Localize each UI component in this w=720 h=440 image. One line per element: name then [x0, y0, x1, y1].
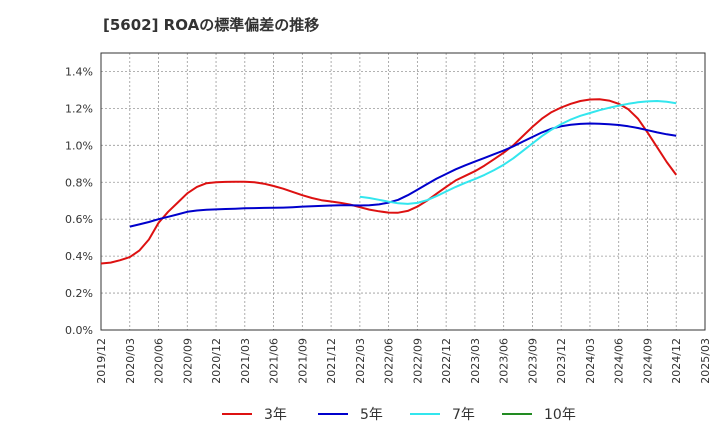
plot-frame: [100, 52, 706, 331]
x-tick-label: 2023/12: [555, 338, 568, 384]
series-line-0: [100, 98, 678, 265]
x-tick-label: 2023/09: [526, 338, 539, 384]
series-line-2: [359, 100, 677, 205]
x-tick-label: 2021/09: [296, 338, 309, 384]
y-tick-label: 1.0%: [65, 139, 93, 152]
legend-label: 5年: [360, 407, 383, 423]
legend-layer: 3年 5年 7年 10年: [222, 407, 576, 423]
x-tick-label: 2020/03: [124, 338, 137, 384]
x-tick-label: 2022/09: [411, 338, 424, 384]
x-tick-label: 2020/12: [210, 338, 223, 384]
y-tick-label: 0.0%: [65, 324, 93, 337]
y-tick-label: 0.6%: [65, 213, 93, 226]
x-tick-label: 2020/06: [153, 338, 166, 384]
x-tick-label: 2022/06: [383, 338, 396, 384]
x-tick-label: 2022/12: [440, 338, 453, 384]
y-tick-label: 1.2%: [65, 102, 93, 115]
grid-layer: [101, 53, 705, 330]
legend-label: 7年: [452, 407, 475, 423]
legend-label: 10年: [544, 407, 576, 423]
x-tick-label: 2023/03: [469, 338, 482, 384]
x-tick-label: 2021/06: [268, 338, 281, 384]
x-tick-label: 2019/12: [95, 338, 108, 384]
x-tick-label: 2024/06: [613, 338, 626, 384]
series-layer: [100, 98, 678, 265]
x-tick-label: 2022/03: [354, 338, 367, 384]
y-tick-label: 0.4%: [65, 250, 93, 263]
x-tick-label: 2024/12: [670, 338, 683, 384]
legend-label: 3年: [264, 407, 287, 423]
x-tick-label: 2024/09: [641, 338, 654, 384]
axis-layer: 0.0% 0.2% 0.4% 0.6% 0.8% 1.0% 1.2% 1.4% 2019/12 2…: [65, 52, 712, 384]
x-tick-label: 2021/03: [239, 338, 252, 384]
y-tick-label: 0.2%: [65, 287, 93, 300]
chart-title: [5602] ROAの標準偏差の推移: [103, 16, 320, 34]
x-tick-label: 2021/12: [325, 338, 338, 384]
y-tick-label: 1.4%: [65, 65, 93, 78]
y-tick-label: 0.8%: [65, 176, 93, 189]
x-tick-label: 2025/03: [699, 338, 712, 384]
series-line-1: [129, 122, 677, 228]
x-tick-label: 2020/09: [181, 338, 194, 384]
x-tick-label: 2023/06: [498, 338, 511, 384]
x-tick-label: 2024/03: [584, 338, 597, 384]
